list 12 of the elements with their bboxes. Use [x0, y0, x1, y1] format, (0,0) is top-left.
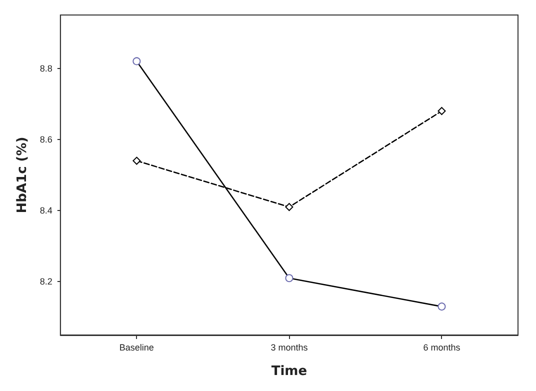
point: [285, 203, 294, 211]
y-tick-label: 8.2: [40, 276, 52, 287]
x-axis-title: Time: [271, 364, 308, 379]
x-tick-label: 3 months: [270, 342, 308, 352]
y-axis-title: HbA1c (%): [15, 136, 30, 214]
x-tick-label: Baseline: [119, 342, 154, 352]
point: [438, 107, 446, 115]
point: [132, 156, 141, 165]
y-tick-label: 8.6: [40, 134, 52, 144]
x-tick-label: 6 months: [423, 342, 461, 352]
y-tick-label: 8.4: [40, 206, 52, 216]
y-tick-label: 8.8: [40, 63, 52, 74]
